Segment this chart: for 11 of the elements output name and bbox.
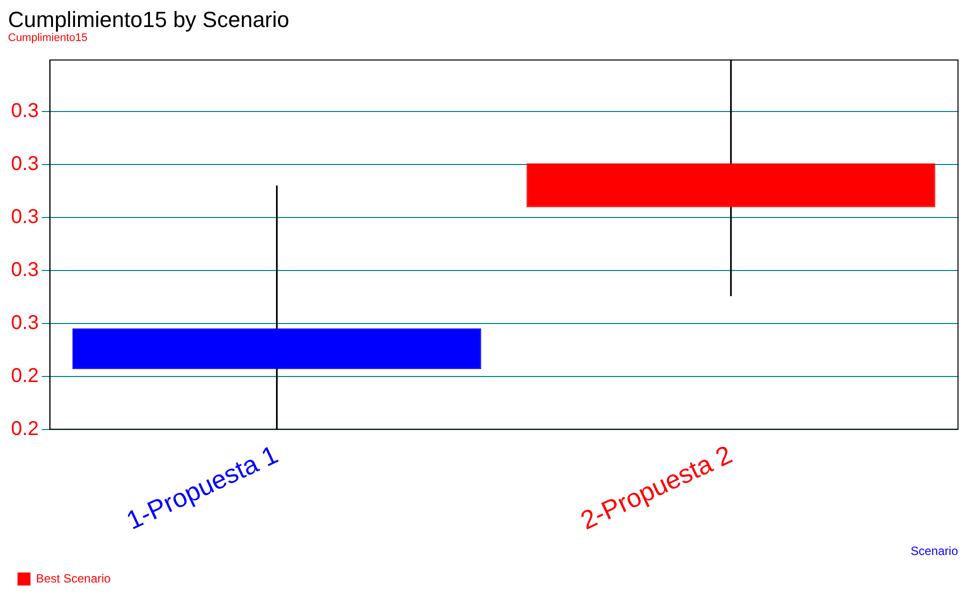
x-axis-title: Scenario	[910, 544, 958, 558]
y-tick-label: 0.3	[10, 100, 39, 122]
y-axis-title: Cumplimiento15	[8, 32, 88, 45]
y-tick-label: 0.3	[10, 152, 39, 175]
y-tick-label: 0.2	[10, 418, 39, 440]
y-tick-label: 0.3	[10, 258, 39, 281]
y-tick-label: 0.2	[10, 364, 39, 387]
chart-title: Cumplimiento15 by Scenario	[8, 7, 290, 32]
y-tick-label: 0.3	[10, 206, 39, 228]
y-tick-label: 0.3	[10, 312, 39, 334]
legend-label: Best Scenario	[36, 571, 112, 586]
